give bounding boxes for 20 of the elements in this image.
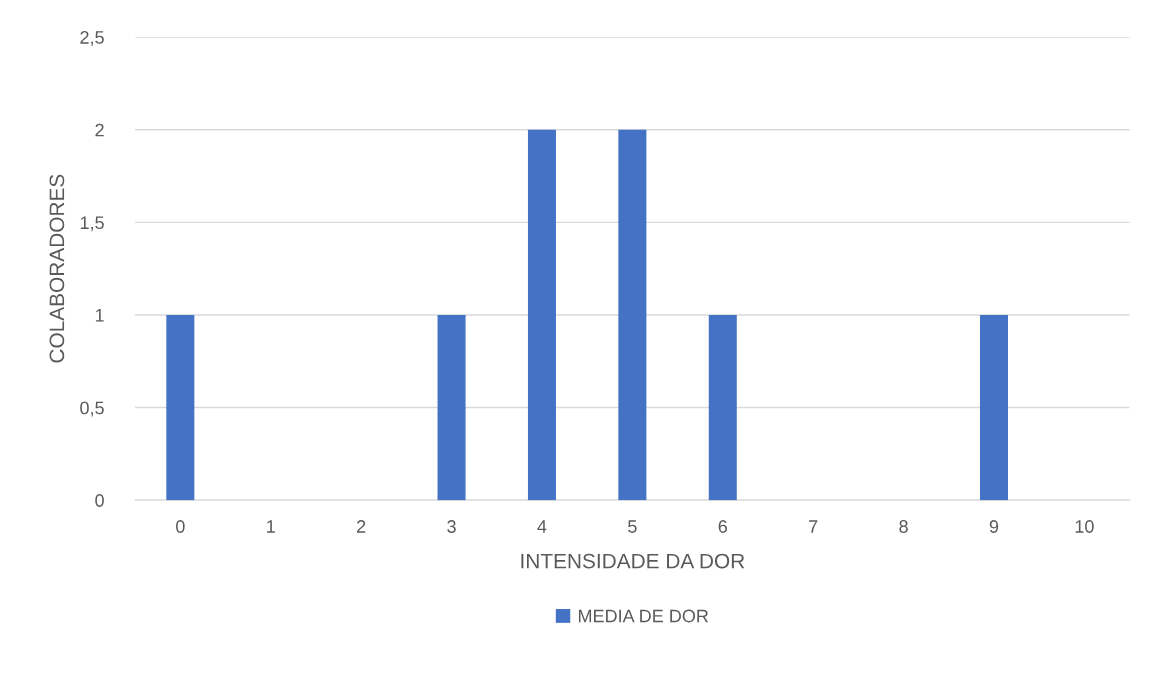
y-tick-label: 0,5 bbox=[80, 401, 104, 417]
x-tick-label: 10 bbox=[1075, 520, 1094, 533]
y-axis-title: COLABORADORES bbox=[49, 174, 65, 363]
x-tick-label: 8 bbox=[899, 520, 908, 533]
x-tick-label: 9 bbox=[989, 520, 999, 533]
y-tick-label: 2 bbox=[95, 123, 104, 137]
y-tick-label: 1,5 bbox=[80, 216, 104, 232]
x-tick-label: 2 bbox=[357, 520, 366, 533]
legend-label: MEDIA DE DOR bbox=[578, 609, 709, 623]
x-tick-label: 1 bbox=[267, 520, 275, 533]
x-tick-label: 0 bbox=[176, 520, 185, 533]
x-tick-label: 5 bbox=[628, 520, 637, 533]
x-tick-label: 4 bbox=[537, 520, 547, 533]
x-axis-title: INTENSIDADE DA DOR bbox=[521, 553, 745, 569]
x-tick-label: 7 bbox=[809, 520, 818, 533]
y-tick-label: 2,5 bbox=[80, 31, 104, 46]
y-tick-label: 1 bbox=[95, 309, 104, 322]
y-tick-label: 0 bbox=[95, 494, 104, 507]
x-tick-label: 3 bbox=[447, 520, 456, 533]
x-tick-label: 6 bbox=[718, 520, 727, 533]
